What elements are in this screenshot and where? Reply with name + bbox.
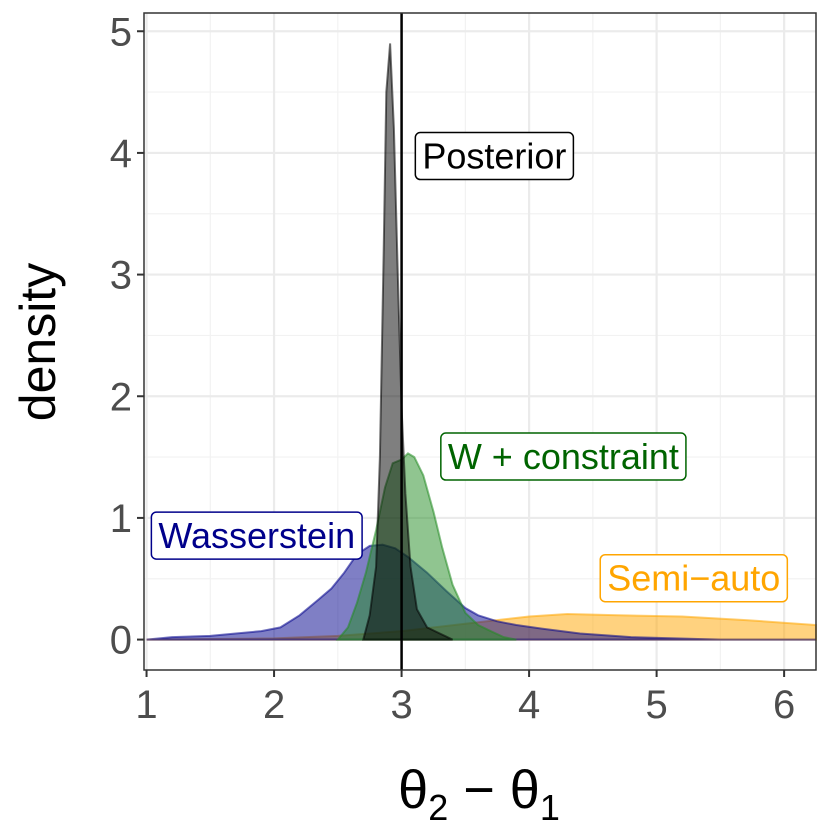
annotation-label-wasserstein: Wasserstein: [158, 515, 355, 556]
y-axis-title: density: [10, 263, 66, 421]
x-tick-label: 6: [773, 683, 795, 727]
y-tick-label: 2: [110, 375, 132, 419]
annotation-wasserstein: Wasserstein: [150, 511, 363, 560]
density-areas: [146, 43, 817, 641]
y-tick-label: 5: [110, 10, 132, 54]
annotation-w_constraint: W + constraint: [440, 432, 687, 481]
y-tick-label: 3: [110, 254, 132, 298]
series-annotations: Posterior W + constraint Wasserstein Semi−a…: [150, 131, 789, 603]
panel-border: [143, 12, 817, 671]
x-axis-title: θ2 − θ1: [398, 760, 560, 828]
annotation-semi_auto: Semi−auto: [599, 553, 789, 603]
annotation-label-w_constraint: W + constraint: [448, 436, 679, 477]
y-tick-label: 1: [110, 497, 132, 541]
density-area-posterior: [362, 43, 454, 641]
x-tick-label: 3: [390, 683, 412, 727]
annotation-box-w_constraint: [440, 432, 687, 481]
x-title-minus: −: [448, 760, 510, 820]
x-tick-label: 1: [135, 683, 157, 727]
x-tick-label: 2: [263, 683, 285, 727]
x-title-theta-2: θ: [398, 760, 428, 820]
annotation-label-semi_auto: Semi−auto: [607, 558, 780, 599]
y-tick-label: 0: [110, 619, 132, 663]
x-tick-label: 4: [518, 683, 540, 727]
annotation-box-wasserstein: [150, 511, 363, 560]
annotation-box-semi_auto: [599, 553, 789, 603]
x-title-subscript-2: 2: [428, 787, 448, 828]
y-tick-label: 4: [110, 132, 132, 176]
annotation-posterior: Posterior: [414, 131, 575, 181]
x-title-theta-1: θ: [510, 760, 540, 820]
x-tick-label: 5: [645, 683, 667, 727]
x-title-subscript-1: 1: [540, 787, 560, 828]
annotation-label-posterior: Posterior: [422, 136, 566, 177]
density-area-w_constraint: [335, 452, 517, 641]
annotation-box-posterior: [414, 131, 575, 181]
